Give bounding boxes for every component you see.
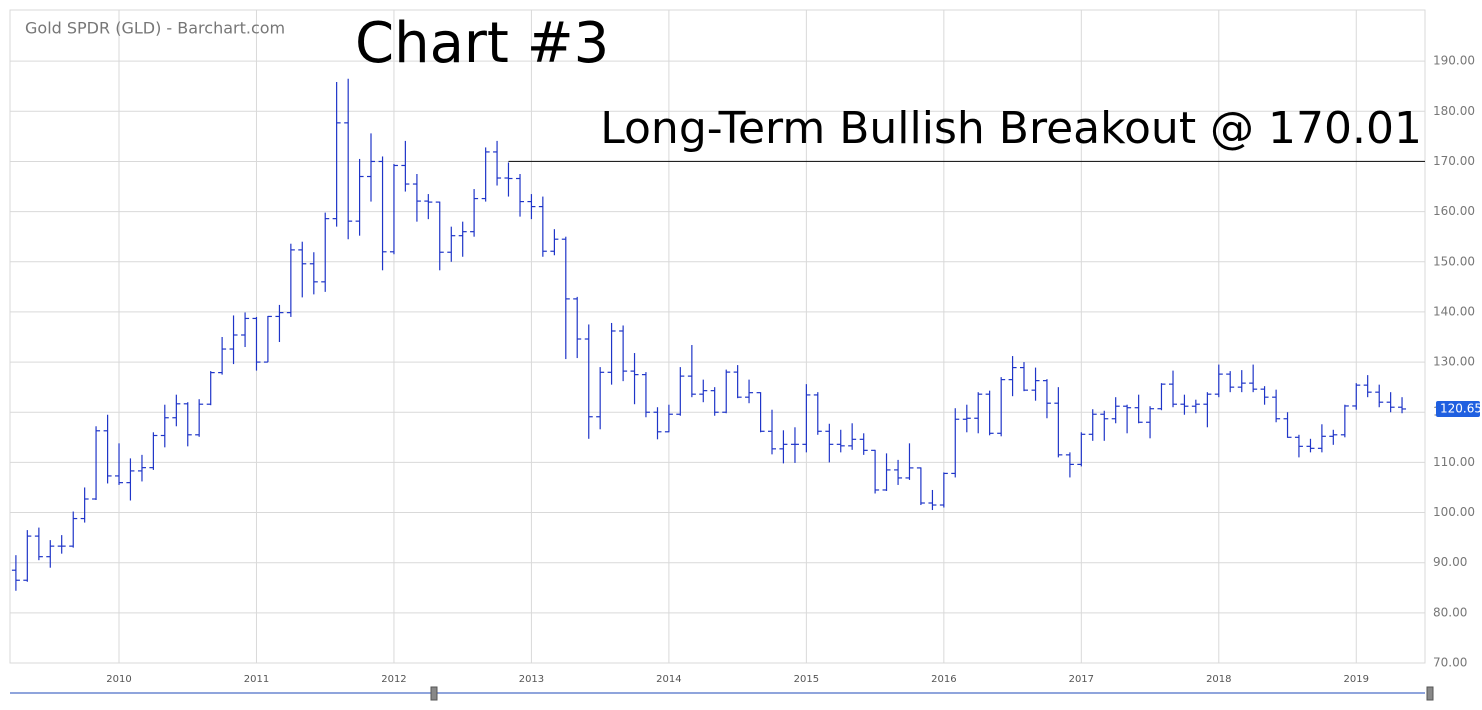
y-tick-label: 180.00 xyxy=(1433,104,1475,118)
source-title: Gold SPDR (GLD) - Barchart.com xyxy=(25,19,285,38)
annotation: Long-Term Bullish Breakout @ 170.01 xyxy=(600,103,1422,154)
last-price-box xyxy=(1436,400,1480,417)
x-tick-label: 2016 xyxy=(931,674,956,685)
x-tick-label: 2018 xyxy=(1206,674,1231,685)
navigator-handle[interactable] xyxy=(1426,686,1434,701)
navigator-handle[interactable] xyxy=(430,686,438,701)
chart-title: Chart #3 xyxy=(355,11,609,76)
y-tick-label: 150.00 xyxy=(1433,254,1475,268)
x-tick-label: 2011 xyxy=(244,674,269,685)
y-tick-label: 190.00 xyxy=(1433,54,1475,68)
x-tick-label: 2010 xyxy=(106,674,131,685)
y-tick-label: 100.00 xyxy=(1433,505,1475,519)
x-tick-label: 2017 xyxy=(1069,674,1094,685)
y-tick-label: 130.00 xyxy=(1433,355,1475,369)
x-tick-label: 2015 xyxy=(794,674,819,685)
last-price-label: 120.65 xyxy=(1440,401,1482,415)
y-tick-label: 80.00 xyxy=(1433,605,1467,619)
y-tick-label: 140.00 xyxy=(1433,304,1475,318)
y-tick-label: 160.00 xyxy=(1433,204,1475,218)
x-tick-label: 2012 xyxy=(381,674,406,685)
x-tick-label: 2014 xyxy=(656,674,681,685)
bars xyxy=(11,78,1407,591)
x-tick-label: 2019 xyxy=(1344,674,1369,685)
y-tick-label: 70.00 xyxy=(1433,656,1467,670)
grid xyxy=(10,10,1425,664)
y-tick-label: 170.00 xyxy=(1433,154,1475,168)
x-tick-label: 2013 xyxy=(519,674,544,685)
y-tick-label: 110.00 xyxy=(1433,455,1475,469)
y-tick-label: 90.00 xyxy=(1433,555,1467,569)
